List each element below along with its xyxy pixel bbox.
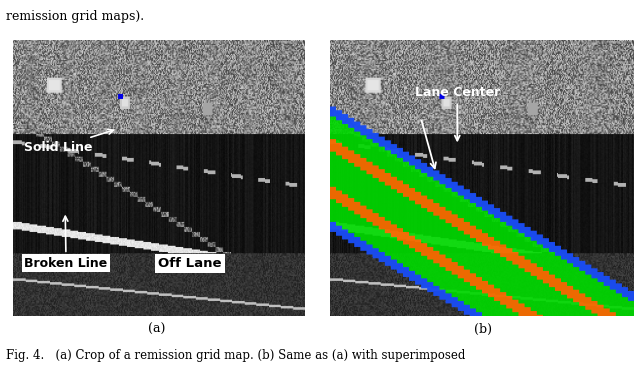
Text: Solid Line: Solid Line [24,129,113,154]
Text: remission grid maps).: remission grid maps). [6,10,145,23]
Text: (a): (a) [148,323,166,336]
Text: Broken Line: Broken Line [24,216,108,270]
Text: Fig. 4.   (a) Crop of a remission grid map. (b) Same as (a) with superimposed: Fig. 4. (a) Crop of a remission grid map… [6,348,466,362]
Text: (b): (b) [474,323,492,336]
Text: Lane Center: Lane Center [415,86,500,141]
Text: Off Lane: Off Lane [159,257,222,270]
